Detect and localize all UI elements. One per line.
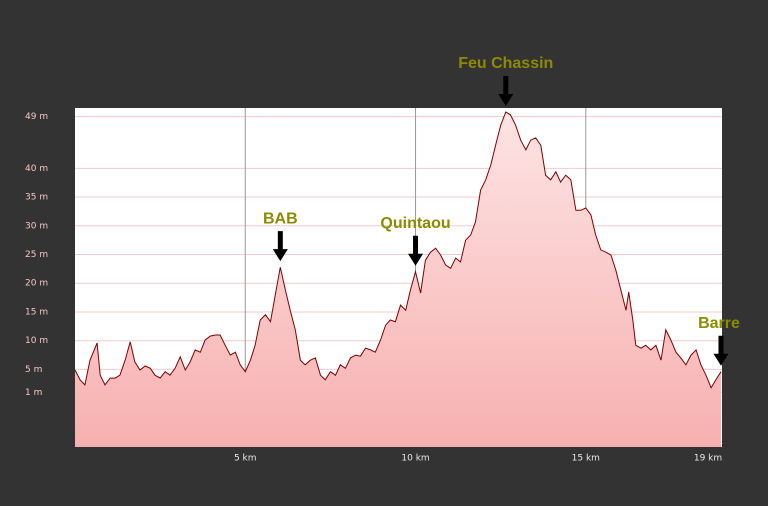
y-tick-label: 15 m — [25, 307, 48, 317]
x-tick-label: 10 km — [401, 454, 429, 464]
area — [75, 112, 721, 447]
y-tick-label: 20 m — [25, 279, 48, 289]
y-tick-label: 1 m — [25, 388, 42, 398]
arrow — [272, 231, 288, 262]
annotation: Quintaou — [380, 215, 450, 232]
y-tick-label: 10 m — [25, 336, 48, 346]
arrow — [713, 335, 729, 366]
y-tick-label: 30 m — [25, 221, 48, 231]
annotation: BAB — [263, 210, 298, 227]
y-tick-label: 5 m — [25, 365, 42, 375]
annotation: Feu Chassin — [458, 55, 553, 72]
x-tick-label: 5 km — [234, 454, 257, 464]
x-tick-label: 19 km — [694, 454, 722, 464]
arrow — [408, 235, 424, 266]
y-tick-label: 49 m — [25, 112, 48, 122]
profile-line — [74, 111, 722, 389]
x-tick-label: 15 km — [572, 454, 600, 464]
y-tick-label: 25 m — [25, 250, 48, 260]
y-tick-label: 40 m — [25, 164, 48, 174]
annotation: Barre — [698, 315, 740, 332]
arrow — [498, 76, 514, 107]
y-tick-label: 35 m — [25, 193, 48, 203]
